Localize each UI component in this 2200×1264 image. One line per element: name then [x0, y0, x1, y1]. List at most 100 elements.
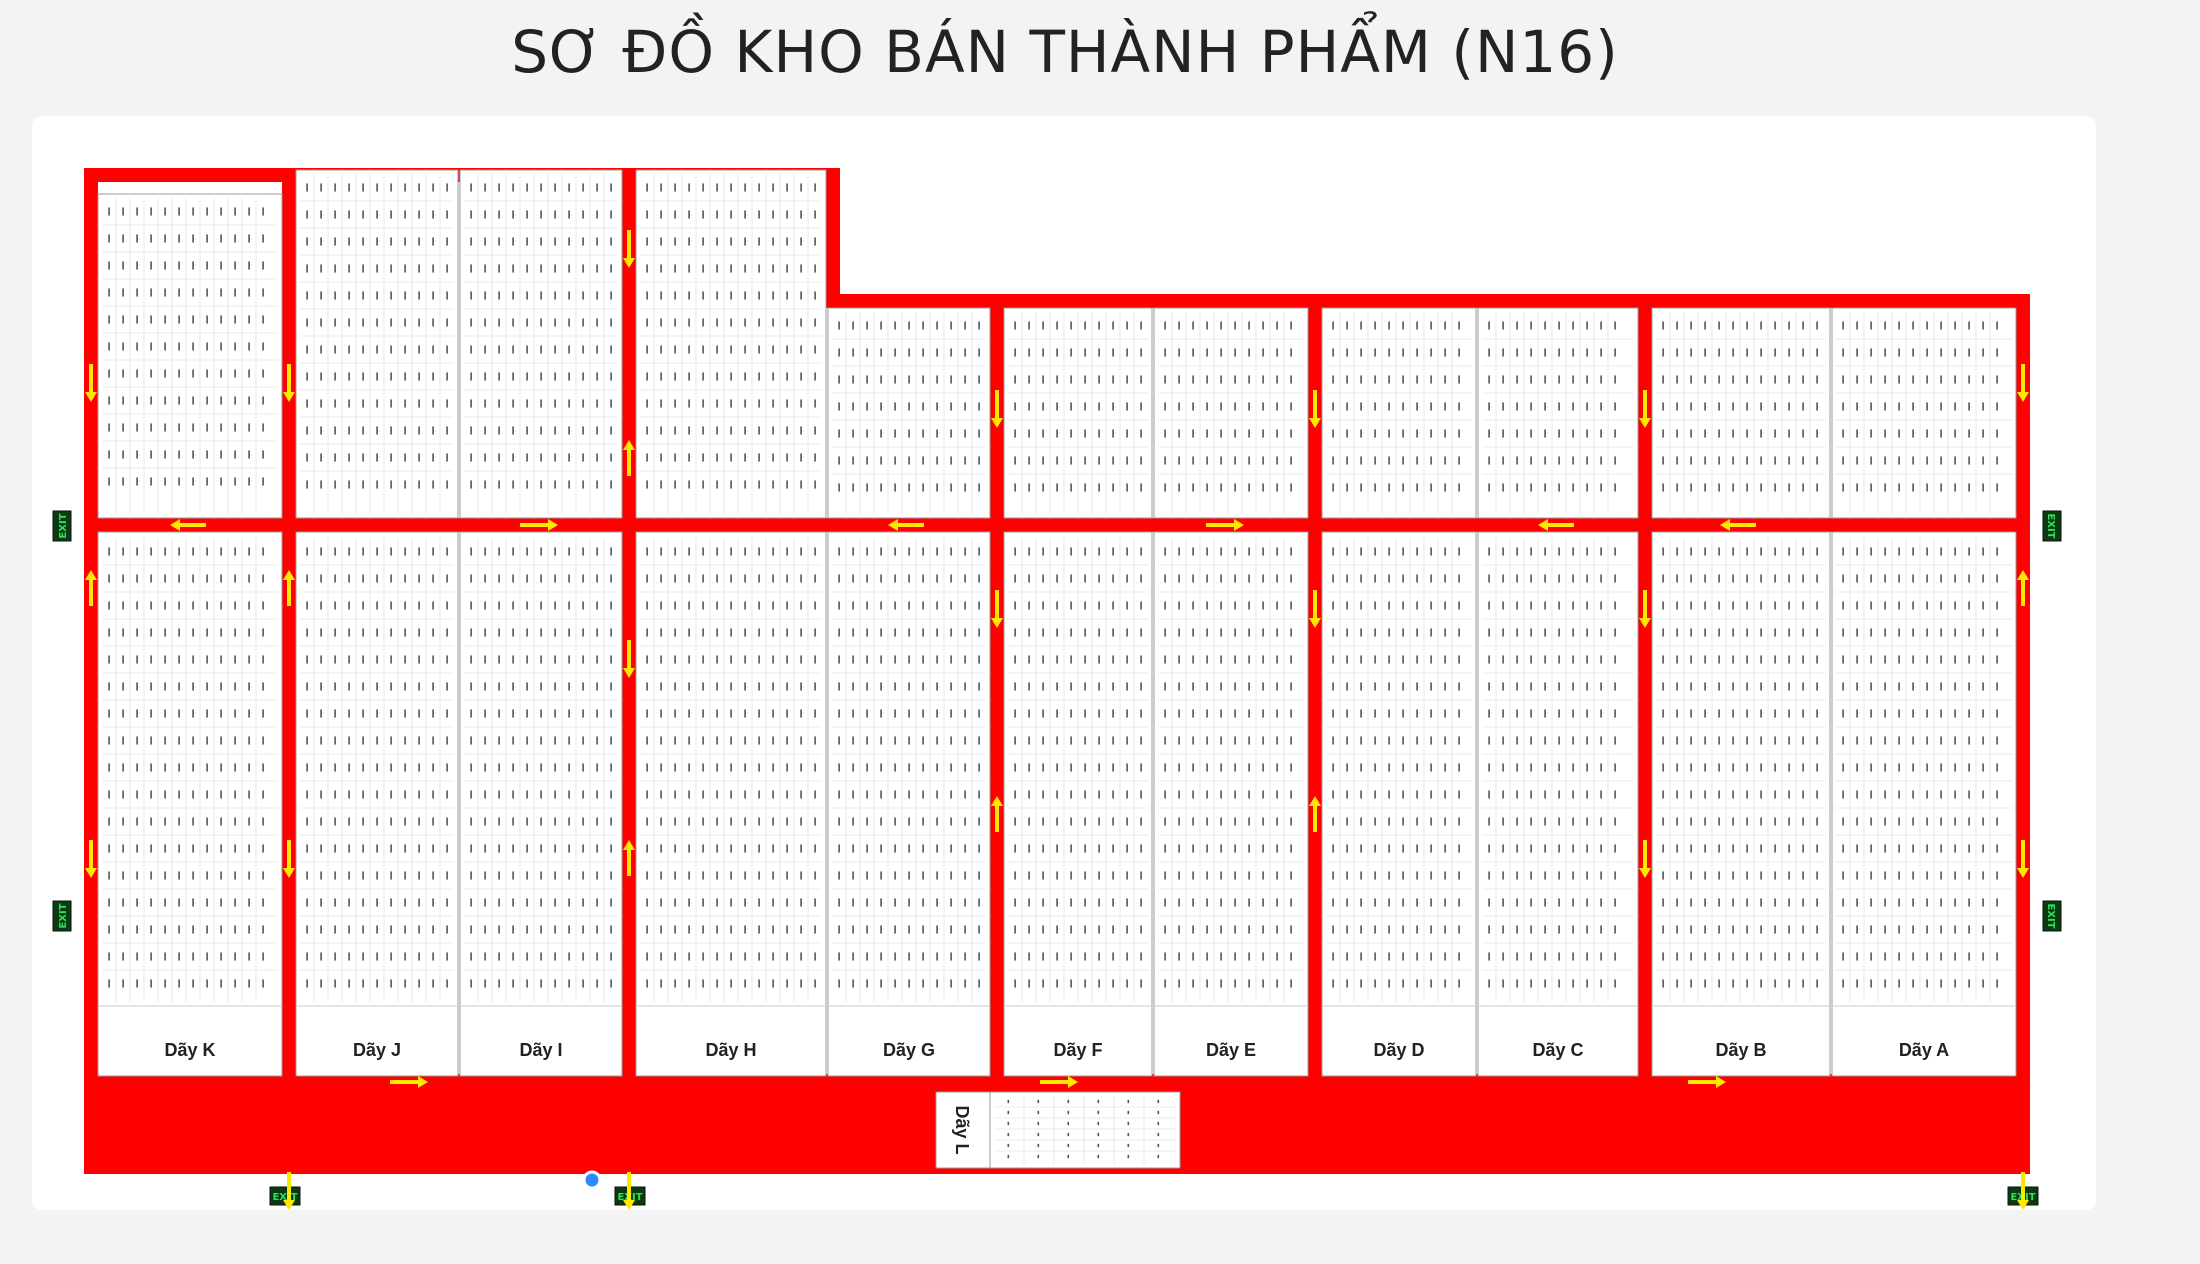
- cell-code: [1802, 844, 1804, 853]
- cell-code: [334, 345, 336, 354]
- cell-code: [1530, 483, 1532, 492]
- cell-code: [1774, 736, 1776, 745]
- cell-code: [908, 979, 910, 988]
- cell-code: [1968, 601, 1970, 610]
- cell-code: [1996, 682, 1998, 691]
- cell-code: [1982, 898, 1984, 907]
- cell-code: [688, 237, 690, 246]
- cell-code: [262, 709, 264, 718]
- cell-code: [404, 601, 406, 610]
- cell-code: [582, 372, 584, 381]
- cell-code: [122, 477, 124, 486]
- cell-code: [1042, 925, 1044, 934]
- cell-code: [702, 426, 704, 435]
- cell-code: [1572, 456, 1574, 465]
- row-label-G: Dãy G: [883, 1040, 935, 1060]
- cell-code: [894, 790, 896, 799]
- cell-code: [1346, 375, 1348, 384]
- cell-code: [688, 574, 690, 583]
- cell-code: [1070, 429, 1072, 438]
- cell-code: [758, 736, 760, 745]
- cell-code: [334, 682, 336, 691]
- cell-code: [122, 342, 124, 351]
- cell-code: [1360, 871, 1362, 880]
- row-label-J: Dãy J: [353, 1040, 401, 1060]
- cell-code: [1982, 763, 1984, 772]
- cell-code: [1014, 871, 1016, 880]
- cell-code: [334, 790, 336, 799]
- cell-code: [1788, 736, 1790, 745]
- cell-code: [1704, 321, 1706, 330]
- cell-code: [880, 456, 882, 465]
- cell-code: [1220, 601, 1222, 610]
- cell-code: [320, 480, 322, 489]
- cell-code: [1112, 375, 1114, 384]
- cell-code: [1262, 547, 1264, 556]
- cell-code: [1856, 402, 1858, 411]
- cell-code: [610, 426, 612, 435]
- cell-code: [596, 628, 598, 637]
- cell-code: [716, 426, 718, 435]
- cell-code: [404, 291, 406, 300]
- cell-code: [1140, 375, 1142, 384]
- cell-code: [568, 898, 570, 907]
- cell-code: [758, 453, 760, 462]
- cell-code: [262, 844, 264, 853]
- cell-code: [596, 399, 598, 408]
- cell-code: [1884, 429, 1886, 438]
- cell-code: [1374, 601, 1376, 610]
- cell-code: [446, 426, 448, 435]
- cell-code: [262, 898, 264, 907]
- cell-code: [702, 925, 704, 934]
- cell-code: [688, 979, 690, 988]
- cell-code: [1070, 817, 1072, 826]
- cell-code: [1558, 763, 1560, 772]
- location-marker-icon[interactable]: [582, 1170, 602, 1190]
- cell-code: [262, 736, 264, 745]
- cell-code: [1276, 790, 1278, 799]
- cell-code: [390, 399, 392, 408]
- cell-code: [1746, 601, 1748, 610]
- cell-code: [1430, 348, 1432, 357]
- cell-code: [1416, 375, 1418, 384]
- cell-code: [1098, 736, 1100, 745]
- cell-code: [1704, 547, 1706, 556]
- cell-code: [1516, 709, 1518, 718]
- cell-code: [192, 817, 194, 826]
- cell-code: [1388, 348, 1390, 357]
- cell-code: [866, 952, 868, 961]
- cell-code: [150, 477, 152, 486]
- cell-code: [744, 979, 746, 988]
- cell-code: [334, 426, 336, 435]
- cell-code: [418, 291, 420, 300]
- cell-code: [220, 574, 222, 583]
- cell-code: [512, 736, 514, 745]
- cell-code: [1112, 682, 1114, 691]
- cell-code: [646, 399, 648, 408]
- cell-code: [234, 844, 236, 853]
- cell-code: [1332, 429, 1334, 438]
- cell-code: [800, 480, 802, 489]
- cell-code: [234, 288, 236, 297]
- cell-code: [1516, 456, 1518, 465]
- cell-code: [1926, 321, 1928, 330]
- cell-code: [1037, 1099, 1040, 1104]
- cell-code: [1544, 321, 1546, 330]
- cell-code: [1982, 925, 1984, 934]
- cell-code: [418, 682, 420, 691]
- cell-code: [446, 763, 448, 772]
- cell-code: [1502, 402, 1504, 411]
- cell-code: [674, 345, 676, 354]
- cell-code: [1178, 979, 1180, 988]
- cell-code: [1558, 483, 1560, 492]
- cell-code: [248, 477, 250, 486]
- cell-code: [512, 844, 514, 853]
- cell-code: [432, 979, 434, 988]
- cell-code: [1070, 736, 1072, 745]
- cell-code: [866, 483, 868, 492]
- cell-code: [1502, 952, 1504, 961]
- cell-code: [1192, 483, 1194, 492]
- cell-code: [582, 763, 584, 772]
- cell-code: [164, 871, 166, 880]
- cell-code: [498, 682, 500, 691]
